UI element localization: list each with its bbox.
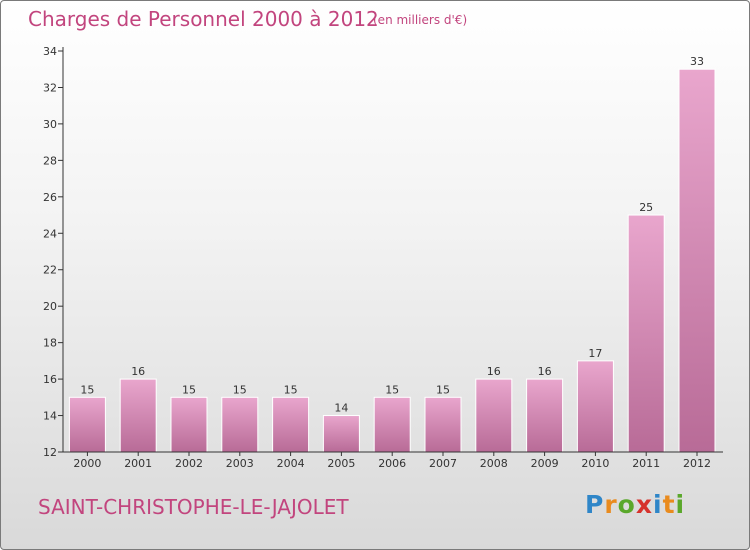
x-tick-label-2010: 2010 bbox=[581, 457, 609, 470]
bar-2008 bbox=[475, 378, 513, 453]
y-tick-label-26: 26 bbox=[43, 191, 57, 204]
x-tick-label-2002: 2002 bbox=[175, 457, 203, 470]
bar-2001 bbox=[119, 378, 157, 453]
data-label-2007: 15 bbox=[436, 383, 450, 396]
bar-2003 bbox=[221, 396, 259, 453]
data-label-2009: 16 bbox=[538, 365, 552, 378]
y-tick-label-24: 24 bbox=[43, 227, 57, 240]
bar-2009 bbox=[526, 378, 564, 453]
logo-letter: i bbox=[653, 490, 663, 519]
y-tick-label-34: 34 bbox=[43, 45, 57, 58]
logo-letter: x bbox=[635, 490, 653, 519]
logo-letter: o bbox=[617, 490, 636, 519]
y-tick-label-32: 32 bbox=[43, 81, 57, 94]
y-tick-label-30: 30 bbox=[43, 118, 57, 131]
chart-title: Charges de Personnel 2000 à 2012 bbox=[28, 7, 379, 31]
bar-2004 bbox=[272, 396, 310, 453]
bar-2006 bbox=[373, 396, 411, 453]
x-tick-label-2008: 2008 bbox=[480, 457, 508, 470]
y-tick-label-22: 22 bbox=[43, 264, 57, 277]
x-tick-label-2005: 2005 bbox=[327, 457, 355, 470]
data-label-2005: 14 bbox=[334, 402, 348, 415]
proxiti-logo: Proxiti bbox=[585, 490, 685, 519]
y-tick-label-28: 28 bbox=[43, 154, 57, 167]
data-label-2008: 16 bbox=[487, 365, 501, 378]
y-tick-label-16: 16 bbox=[43, 373, 57, 386]
logo-letter: i bbox=[675, 490, 686, 519]
data-label-2006: 15 bbox=[385, 383, 399, 396]
chart-subtitle: (en milliers d'€) bbox=[373, 13, 468, 27]
data-label-2000: 15 bbox=[80, 383, 94, 396]
y-tick-label-18: 18 bbox=[43, 337, 57, 350]
data-label-2011: 25 bbox=[639, 201, 653, 214]
bar-2007 bbox=[424, 396, 462, 453]
x-tick-label-2001: 2001 bbox=[124, 457, 152, 470]
data-label-2002: 15 bbox=[182, 383, 196, 396]
data-label-2003: 15 bbox=[233, 383, 247, 396]
data-label-2001: 16 bbox=[131, 365, 145, 378]
x-tick-label-2009: 2009 bbox=[531, 457, 559, 470]
commune-name: SAINT-CHRISTOPHE-LE-JAJOLET bbox=[38, 495, 349, 519]
logo-letter: P bbox=[585, 490, 605, 519]
bar-2005 bbox=[322, 415, 360, 453]
x-tick-label-2012: 2012 bbox=[683, 457, 711, 470]
bar-2000 bbox=[68, 396, 106, 453]
x-tick-label-2000: 2000 bbox=[73, 457, 101, 470]
x-tick-label-2004: 2004 bbox=[277, 457, 305, 470]
data-label-2010: 17 bbox=[588, 347, 602, 360]
x-tick-label-2011: 2011 bbox=[632, 457, 660, 470]
logo-letter: t bbox=[662, 490, 676, 519]
bar-2012 bbox=[678, 68, 716, 453]
x-tick-label-2006: 2006 bbox=[378, 457, 406, 470]
y-tick-label-14: 14 bbox=[43, 410, 57, 423]
data-label-2012: 33 bbox=[690, 55, 704, 68]
logo-letter: r bbox=[604, 490, 618, 519]
y-tick-label-20: 20 bbox=[43, 300, 57, 313]
data-label-2004: 15 bbox=[284, 383, 298, 396]
y-tick-label-12: 12 bbox=[43, 446, 57, 459]
bar-2002 bbox=[170, 396, 208, 453]
x-tick-label-2003: 2003 bbox=[226, 457, 254, 470]
x-tick-label-2007: 2007 bbox=[429, 457, 457, 470]
bar-2011 bbox=[627, 214, 665, 453]
bar-2010 bbox=[576, 360, 614, 453]
